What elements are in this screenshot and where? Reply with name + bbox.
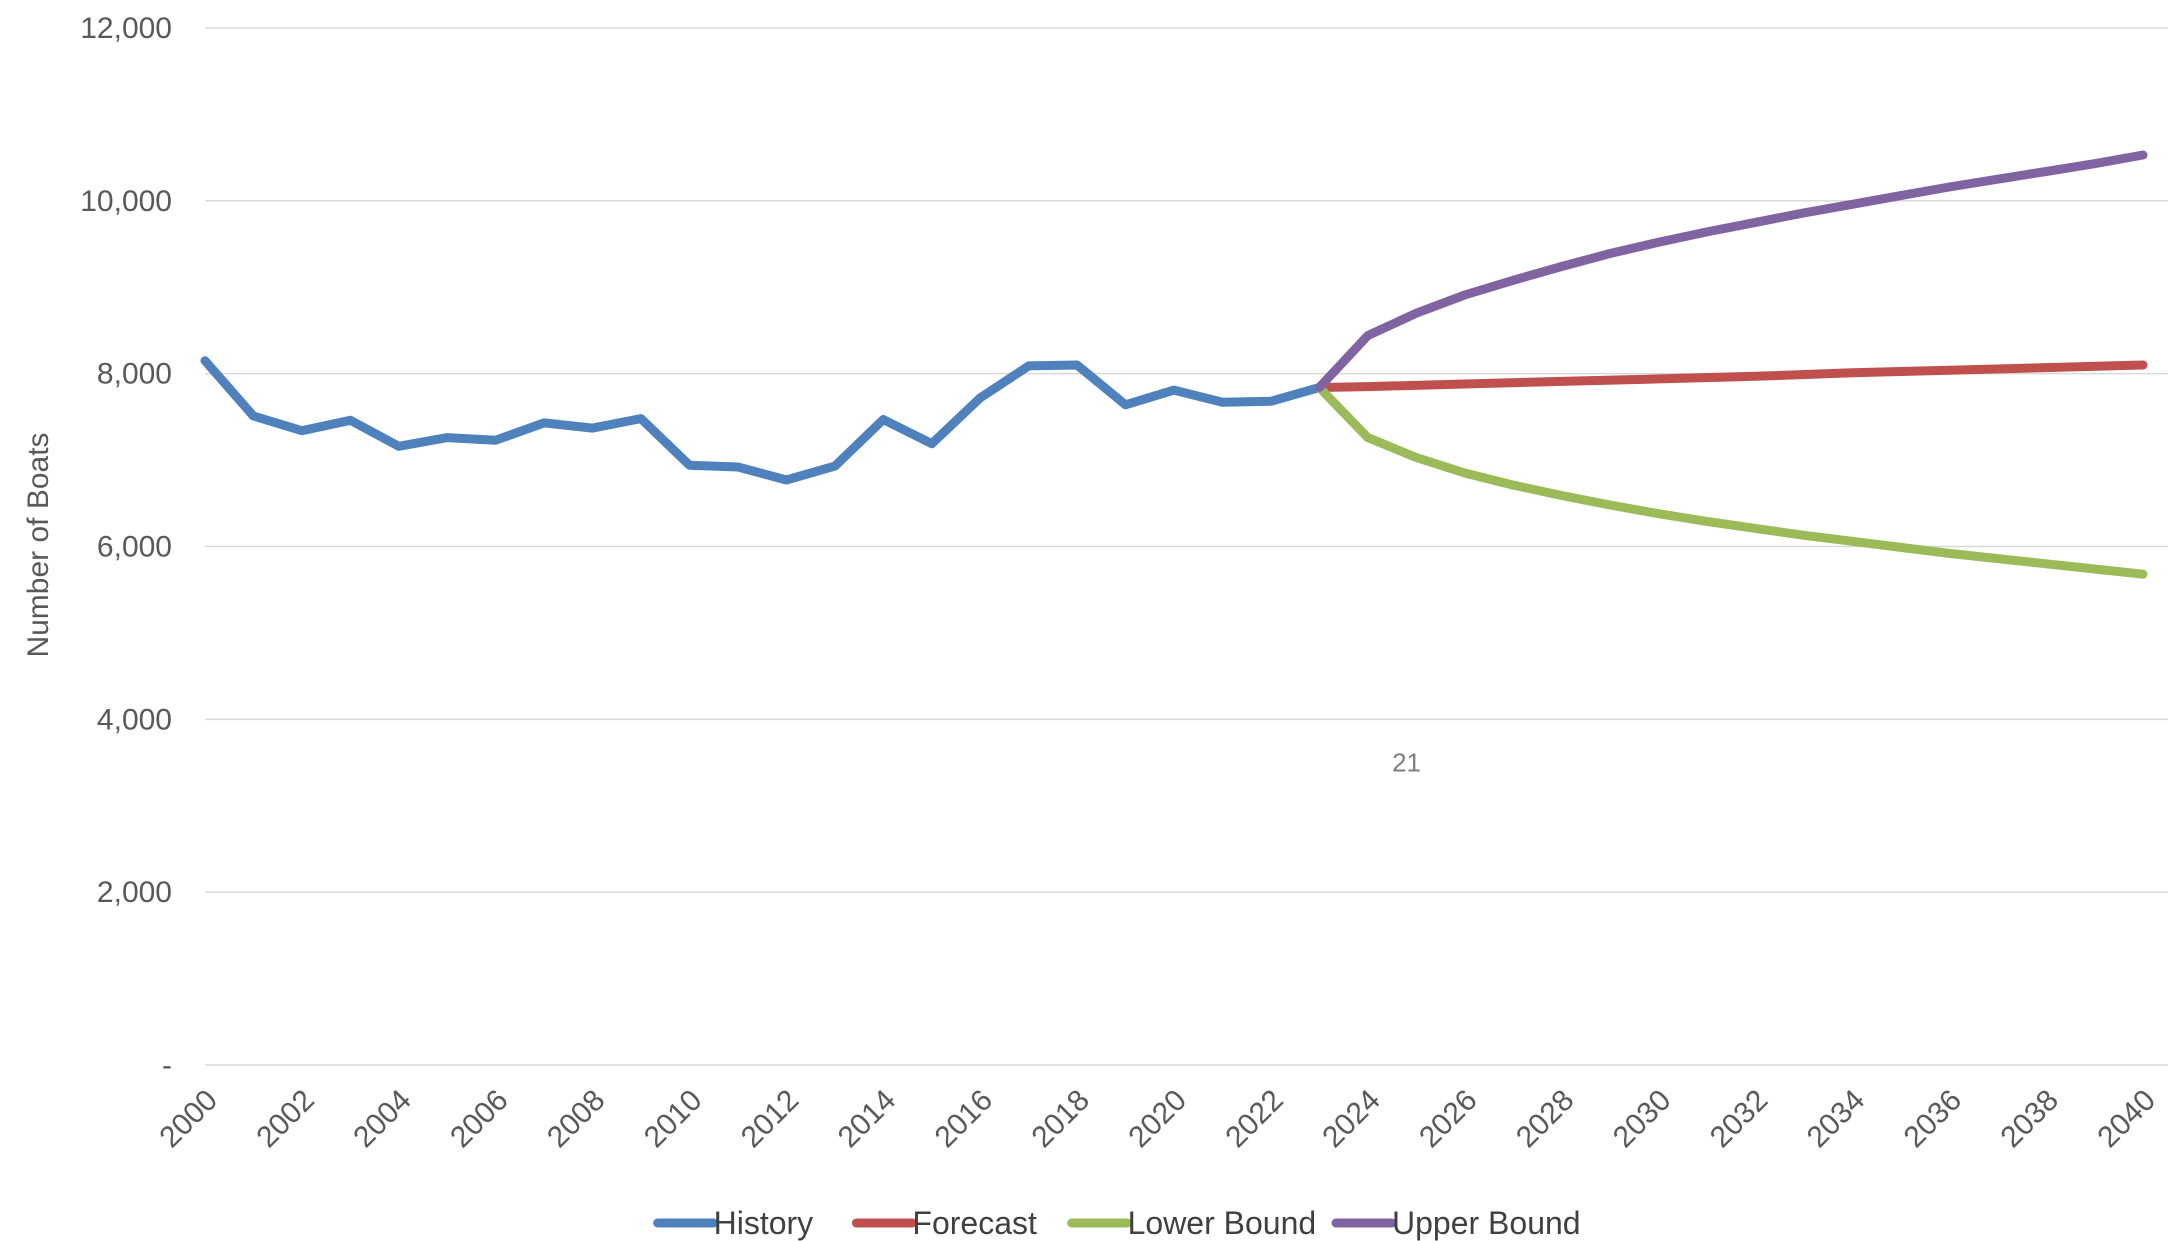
x-tick-label: 2030 [1607, 1084, 1678, 1155]
legend: History Forecast Lower Bound Upper Bound [653, 1205, 1581, 1241]
x-tick-label: 2040 [2091, 1084, 2162, 1155]
x-tick-label: 2028 [1510, 1084, 1581, 1155]
y-axis-ticks: - 2,000 4,000 6,000 8,000 10,000 12,000 [80, 12, 172, 1082]
y-tick-label: 12,000 [80, 12, 172, 45]
x-tick-label: 2010 [638, 1084, 709, 1155]
legend-item: Forecast [851, 1205, 1037, 1241]
legend-label: History [714, 1205, 814, 1241]
y-axis-title: Number of Boats [22, 432, 55, 657]
x-tick-label: 2026 [1413, 1084, 1484, 1155]
x-tick-label: 2038 [1995, 1084, 2066, 1155]
annotation-label: 21 [1392, 748, 1421, 778]
y-tick-label: 2,000 [97, 876, 172, 909]
legend-item: Lower Bound [1067, 1205, 1317, 1241]
legend-label: Upper Bound [1392, 1205, 1581, 1241]
series-line-forecast [1314, 360, 2148, 392]
y-tick-label: 4,000 [97, 703, 172, 736]
x-tick-label: 2014 [832, 1084, 903, 1155]
legend-label: Forecast [912, 1205, 1037, 1241]
legend-item: Upper Bound [1331, 1205, 1581, 1241]
legend-item: History [653, 1205, 814, 1241]
x-tick-label: 2034 [1801, 1084, 1872, 1155]
gridlines [205, 27, 2168, 1066]
x-tick-label: 2008 [541, 1084, 612, 1155]
x-tick-label: 2022 [1219, 1084, 1290, 1155]
x-tick-label: 2024 [1316, 1084, 1387, 1155]
series-line-upper-bound [1314, 150, 2148, 392]
y-tick-label: - [162, 1049, 172, 1082]
y-tick-label: 10,000 [80, 185, 172, 218]
x-tick-label: 2036 [1898, 1084, 1969, 1155]
y-tick-label: 8,000 [97, 358, 172, 391]
series-line-history [200, 356, 1324, 485]
x-tick-label: 2018 [1026, 1084, 1097, 1155]
x-tick-label: 2012 [735, 1084, 806, 1155]
x-tick-label: 2016 [929, 1084, 1000, 1155]
x-tick-label: 2032 [1704, 1084, 1775, 1155]
x-tick-label: 2002 [250, 1084, 321, 1155]
y-tick-label: 6,000 [97, 531, 172, 564]
x-tick-label: 2000 [153, 1084, 224, 1155]
series-line-lower-bound [1314, 383, 2148, 579]
x-tick-label: 2004 [347, 1084, 418, 1155]
x-tick-label: 2006 [444, 1084, 515, 1155]
legend-label: Lower Bound [1128, 1205, 1317, 1241]
series-lines [200, 150, 2148, 579]
x-axis-ticks: 2000 2002 2004 2006 2008 2010 2012 2014 2016 2018… [153, 1084, 2162, 1155]
x-tick-label: 2020 [1122, 1084, 1193, 1155]
